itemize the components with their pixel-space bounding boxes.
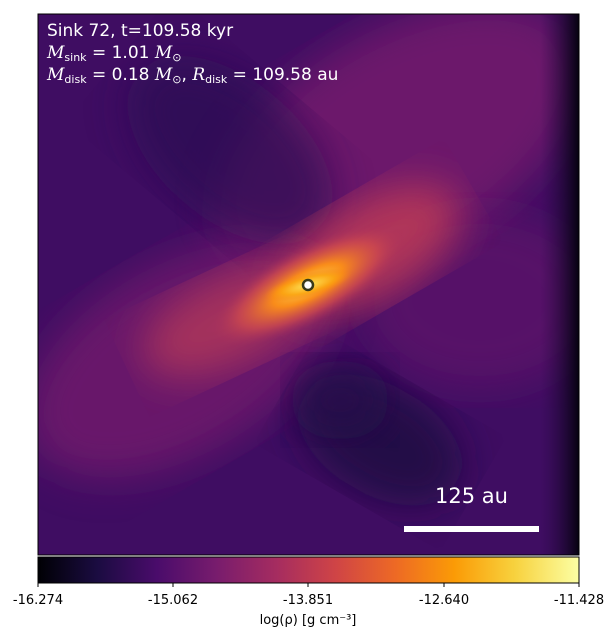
colorbar-label: log(ρ) [g cm⁻³] bbox=[259, 613, 357, 628]
sink-marker-icon bbox=[301, 278, 315, 292]
colorbar-tick-label: -12.640 bbox=[418, 593, 470, 608]
sink-title: Sink 72, t=109.58 kyr bbox=[47, 21, 234, 41]
scale-bar-label: 125 au bbox=[435, 484, 508, 508]
density-image bbox=[38, 14, 579, 555]
colorbar-tick-label: -15.062 bbox=[147, 593, 199, 608]
colorbar-tick-label: -13.851 bbox=[282, 593, 334, 608]
sink-mass-label: Msink = 1.01 M⊙ bbox=[47, 43, 182, 64]
disk-mass-radius-label: Mdisk = 0.18 M⊙, Rdisk = 109.58 au bbox=[47, 65, 339, 86]
plot-frame bbox=[37, 13, 580, 556]
colorbar-tick-label: -16.274 bbox=[12, 593, 64, 608]
colorbar bbox=[37, 556, 580, 584]
scale-bar bbox=[404, 526, 539, 532]
colorbar-ticks bbox=[37, 583, 580, 587]
colorbar-tick-label: -11.428 bbox=[553, 593, 605, 608]
